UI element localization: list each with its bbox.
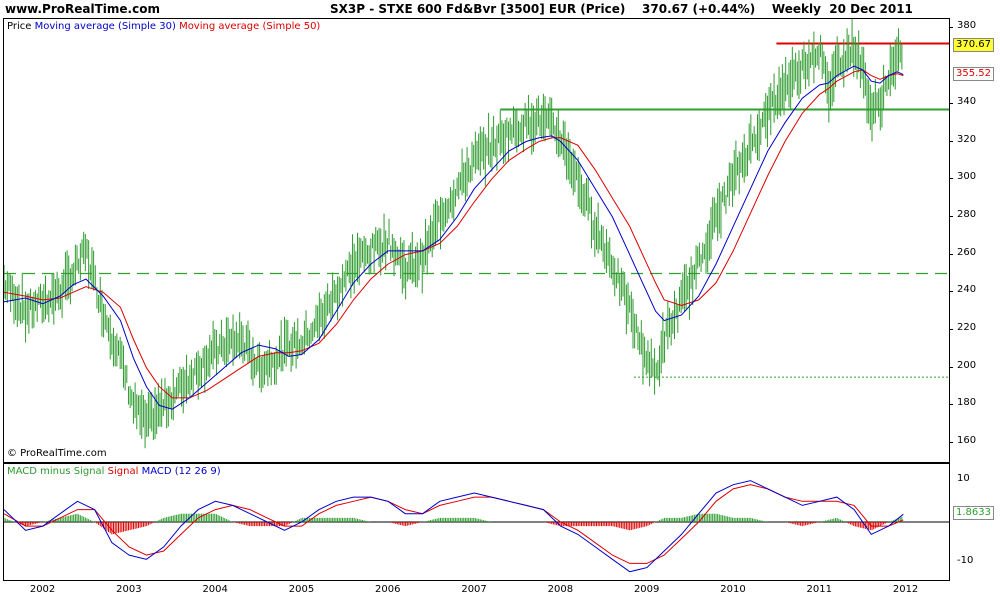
x-tick-label: 2007	[461, 584, 487, 595]
price-tick-label: 180	[957, 397, 977, 409]
x-tick-label: 2003	[116, 584, 142, 595]
price-tick-label: 380	[957, 20, 977, 32]
signal-line	[4, 484, 904, 564]
legend-signal: Signal	[107, 466, 139, 477]
price-tick-label: 260	[957, 246, 977, 258]
x-tick-label: 2008	[547, 584, 574, 595]
site-name[interactable]: www.ProRealTime.com	[5, 2, 160, 16]
price-tick-mark	[949, 102, 953, 104]
macd-tick-label: 10	[957, 472, 970, 484]
price-tick-label: 280	[957, 208, 977, 220]
price-tick-mark	[949, 140, 953, 142]
price-legend: Price Moving average (Simple 30) Moving …	[7, 21, 320, 32]
x-axis: 2002 2003 2004 2005 2006 2007 2008 2009 2010 2011…	[3, 581, 948, 599]
legend-ma50: Moving average (Simple 50)	[179, 21, 321, 32]
price-tick-label: 320	[957, 133, 977, 145]
macd-legend: MACD minus Signal Signal MACD (12 26 9)	[7, 466, 221, 477]
ma-value-badge: 355.52	[953, 66, 994, 81]
price-tick-mark	[949, 253, 953, 255]
legend-price: Price	[7, 21, 32, 32]
price-tick-mark	[949, 329, 953, 331]
price-tick-label: 240	[957, 284, 977, 296]
price-tick-mark	[949, 27, 953, 29]
x-tick-label: 2004	[202, 584, 228, 595]
macd-value-badge: 1.8633	[953, 506, 994, 521]
x-tick-label: 2009	[633, 584, 660, 595]
price-tick-mark	[949, 291, 953, 293]
macd-tick-label: -10	[957, 555, 974, 567]
ma50-line	[4, 69, 904, 399]
chart-title: SX3P - STXE 600 Fd&Bvr [3500] EUR (Price…	[330, 2, 913, 16]
macd-panel[interactable]: MACD minus Signal Signal MACD (12 26 9)	[3, 463, 950, 581]
ma30-line	[4, 65, 904, 410]
x-tick-label: 2006	[375, 584, 401, 595]
price-tick-label: 200	[957, 359, 977, 371]
legend-macd: MACD (12 26 9)	[141, 466, 221, 477]
price-tick-mark	[949, 215, 953, 217]
price-tick-mark	[949, 178, 953, 180]
legend-macd-hist: MACD minus Signal	[7, 466, 105, 477]
price-chart	[4, 19, 949, 449]
price-tick-label: 300	[957, 171, 977, 183]
legend-ma30: Moving average (Simple 30)	[34, 21, 176, 32]
x-tick-label: 2010	[720, 584, 746, 595]
x-tick-label: 2012	[892, 584, 919, 595]
macd-chart	[4, 480, 949, 573]
price-tick-label: 220	[957, 322, 977, 334]
price-tick-mark	[949, 366, 953, 368]
price-tick-label: 160	[957, 435, 977, 447]
x-tick-label: 2011	[806, 584, 832, 595]
x-tick-label: 2002	[29, 584, 56, 595]
macd-line	[4, 480, 904, 573]
last-price-badge: 370.67	[953, 38, 994, 52]
price-tick-label: 340	[957, 95, 977, 107]
price-panel[interactable]: Price Moving average (Simple 30) Moving …	[3, 18, 950, 463]
price-tick-mark	[949, 442, 953, 444]
macd-y-axis: 1.8633 10 -10	[949, 463, 997, 579]
price-tick-mark	[949, 404, 953, 406]
copyright: © ProRealTime.com	[7, 448, 107, 459]
x-tick-label: 2005	[288, 584, 315, 595]
price-y-axis: 370.67 355.52 160 180 200 220 240 260 280 300 32…	[949, 18, 997, 461]
